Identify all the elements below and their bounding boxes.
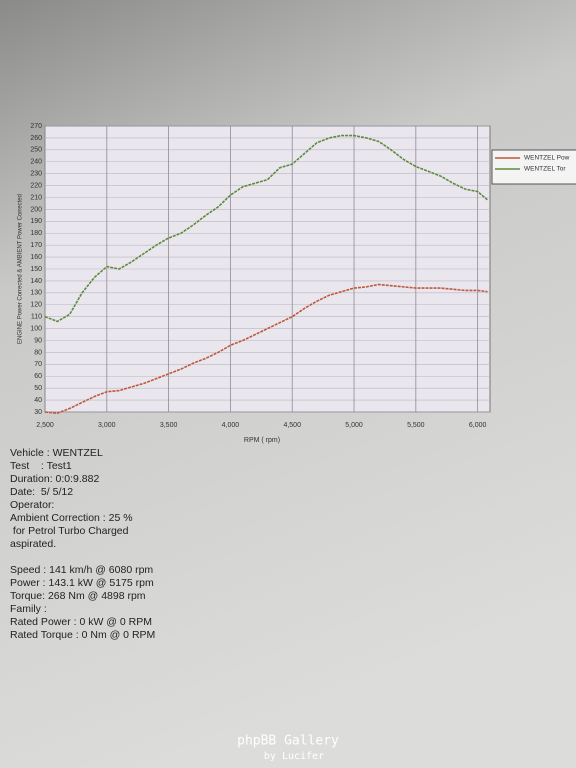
info-line: Family : — [10, 603, 47, 615]
y-tick-label: 120 — [30, 302, 42, 309]
legend-label: WENTZEL Pow — [524, 155, 570, 162]
y-tick-label: 270 — [30, 123, 42, 130]
info-line: Operator: — [10, 499, 54, 511]
info-line: Rated Torque : 0 Nm @ 0 RPM — [10, 629, 155, 641]
info-line: Vehicle : WENTZEL — [10, 447, 103, 459]
x-axis-label: RPM ( rpm) — [244, 437, 280, 444]
info-line: Rated Power : 0 kW @ 0 RPM — [10, 616, 152, 628]
info-line: Date: 5/ 5/12 — [10, 486, 73, 498]
y-tick-label: 140 — [30, 278, 42, 285]
y-tick-label: 110 — [31, 314, 42, 321]
y-tick-label: 100 — [30, 325, 42, 332]
y-tick-label: 90 — [34, 337, 42, 344]
x-tick-label: 5,000 — [345, 422, 363, 429]
x-tick-label: 6,000 — [469, 422, 487, 429]
info-line: Duration: 0:0:9.882 — [10, 473, 99, 485]
info-line: Ambient Correction : 25 % — [10, 512, 133, 524]
info-line: Test : Test1 — [10, 460, 72, 472]
y-tick-label: 70 — [34, 361, 42, 368]
info-line: Speed : 141 km/h @ 6080 rpm — [10, 564, 153, 576]
x-tick-label: 4,500 — [283, 422, 301, 429]
y-tick-label: 80 — [34, 349, 42, 356]
y-tick-label: 40 — [34, 397, 42, 404]
info-line: for Petrol Turbo Charged — [10, 525, 129, 537]
series-line — [44, 134, 489, 323]
y-tick-label: 190 — [30, 218, 42, 225]
y-tick-label: 150 — [30, 266, 42, 273]
y-tick-label: 50 — [34, 385, 42, 392]
legend-label: WENTZEL Tor — [524, 166, 566, 173]
y-tick-label: 170 — [30, 242, 42, 249]
y-tick-label: 230 — [30, 171, 42, 178]
y-tick-label: 180 — [30, 230, 42, 237]
watermark-credit: by Lucifer — [264, 751, 324, 762]
y-tick-label: 210 — [30, 194, 42, 201]
y-axis-label: ENGINE Power Corrected & AMBIENT Power C… — [18, 194, 24, 344]
x-tick-label: 3,500 — [160, 422, 178, 429]
y-tick-label: 200 — [30, 206, 42, 213]
watermark-title: phpBB Gallery — [237, 734, 339, 749]
y-tick-label: 260 — [30, 135, 42, 142]
legend — [491, 149, 576, 185]
y-tick-label: 240 — [30, 159, 42, 166]
y-tick-label: 160 — [30, 254, 42, 261]
y-tick-label: 130 — [30, 290, 42, 297]
x-tick-label: 3,000 — [98, 422, 116, 429]
y-tick-label: 60 — [34, 373, 42, 380]
y-tick-label: 220 — [30, 182, 42, 189]
info-line: aspirated. — [10, 538, 56, 550]
x-tick-label: 2,500 — [36, 422, 54, 429]
series-line — [44, 283, 488, 415]
y-tick-label: 30 — [34, 409, 42, 416]
info-line: Power : 143.1 kW @ 5175 rpm — [10, 577, 154, 589]
x-tick-label: 4,000 — [222, 422, 240, 429]
x-tick-label: 5,500 — [407, 422, 425, 429]
info-line: Torque: 268 Nm @ 4898 rpm — [10, 590, 146, 602]
y-tick-label: 250 — [30, 147, 42, 154]
